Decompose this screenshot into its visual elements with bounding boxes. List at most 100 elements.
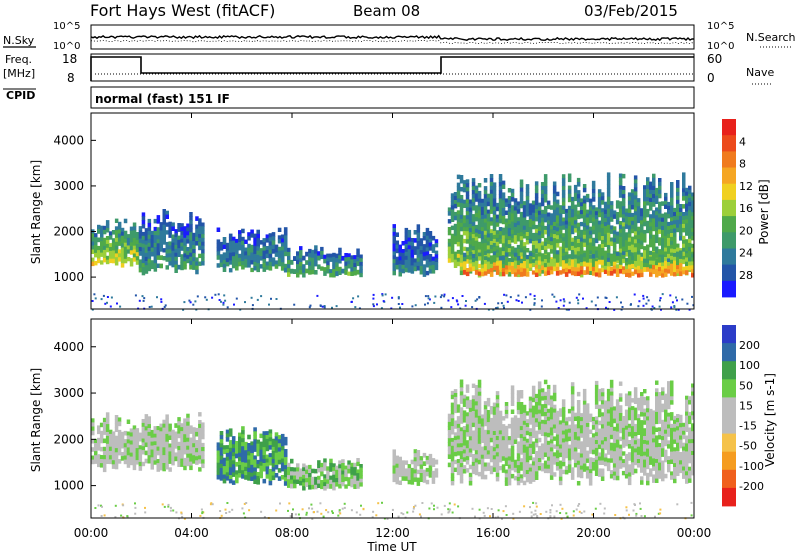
scatter-cell xyxy=(492,238,497,244)
scatter-cell xyxy=(537,393,542,398)
scatter-cell xyxy=(594,432,599,437)
scatter-cell xyxy=(198,420,202,425)
scatter-cell xyxy=(480,422,485,427)
scatter-cell xyxy=(156,215,161,220)
scatter-cell xyxy=(290,467,294,472)
scatter-cell xyxy=(456,238,461,243)
scatter-cell xyxy=(546,452,551,458)
scatter-cell xyxy=(156,231,161,236)
scatter-cell xyxy=(504,473,509,478)
scatter-cell xyxy=(302,467,306,472)
scatter-cell xyxy=(268,429,273,434)
scatter-cell xyxy=(636,397,641,403)
scatter-cell xyxy=(630,462,635,467)
scatter-cell xyxy=(573,271,578,277)
scatter-cell xyxy=(649,181,653,187)
scatter-cell xyxy=(311,269,315,275)
scatter-cell xyxy=(471,194,476,199)
scatter-cell xyxy=(222,478,227,484)
scatter-cell xyxy=(195,236,199,242)
scatter-cell xyxy=(247,263,251,268)
scatter-cell xyxy=(168,443,172,448)
scatter-cell xyxy=(395,459,399,465)
scatter-cell xyxy=(350,482,354,488)
scatter-cell xyxy=(507,244,512,249)
scatter-cell xyxy=(477,206,482,211)
scatter-cell xyxy=(189,461,193,467)
scatter-cell xyxy=(477,415,482,421)
clutter-point xyxy=(440,306,443,309)
scatter-cell xyxy=(238,436,242,442)
scatter-cell xyxy=(117,257,122,262)
scatter-cell xyxy=(271,442,276,448)
scatter-cell xyxy=(477,379,482,385)
scatter-cell xyxy=(265,438,270,444)
scatter-cell xyxy=(498,227,503,232)
scatter-cell xyxy=(537,256,542,262)
scatter-cell xyxy=(177,223,181,228)
scatter-cell xyxy=(416,450,421,455)
scatter-cell xyxy=(474,197,479,202)
scatter-cell xyxy=(513,435,518,440)
scatter-cell xyxy=(320,467,324,472)
scatter-cell xyxy=(537,405,542,410)
scatter-cell xyxy=(459,210,464,216)
scatter-cell xyxy=(474,217,479,222)
scatter-cell xyxy=(235,254,239,259)
scatter-cell xyxy=(120,227,125,233)
scatter-cell xyxy=(664,251,668,256)
scatter-cell xyxy=(201,422,205,427)
scatter-cell xyxy=(549,403,554,408)
power-heatmap xyxy=(91,172,695,311)
scatter-cell xyxy=(153,259,158,264)
clutter-point xyxy=(671,301,674,304)
scatter-cell xyxy=(585,450,590,455)
scatter-cell xyxy=(627,221,632,226)
scatter-cell xyxy=(621,451,626,456)
scatter-cell xyxy=(652,426,656,431)
scatter-cell xyxy=(591,416,596,422)
scatter-cell xyxy=(271,261,276,267)
scatter-cell xyxy=(407,229,412,235)
scatter-cell xyxy=(265,462,270,467)
scatter-cell xyxy=(573,247,578,253)
scatter-cell xyxy=(537,210,542,216)
scatter-cell xyxy=(453,223,458,229)
scatter-cell xyxy=(177,433,181,439)
scatter-cell xyxy=(652,194,656,199)
scatter-cell xyxy=(525,442,530,447)
scatter-cell xyxy=(664,224,668,229)
scatter-cell xyxy=(222,263,227,269)
scatter-cell xyxy=(667,237,671,243)
scatter-cell xyxy=(407,472,412,477)
scatter-cell xyxy=(609,217,614,222)
scatter-cell xyxy=(570,237,575,243)
scatter-cell xyxy=(198,427,202,433)
scatter-cell xyxy=(615,435,620,440)
scatter-cell xyxy=(622,266,626,271)
scatter-cell xyxy=(649,214,653,219)
scatter-cell xyxy=(453,451,458,457)
scatter-cell xyxy=(546,258,551,264)
scatter-cell xyxy=(579,241,584,246)
scatter-cell xyxy=(231,260,236,265)
scatter-cell xyxy=(534,418,539,423)
scatter-cell xyxy=(314,257,318,263)
scatter-cell xyxy=(570,201,575,206)
scatter-cell xyxy=(640,224,644,229)
scatter-cell xyxy=(456,194,461,199)
scatter-cell xyxy=(100,244,104,250)
scatter-cell xyxy=(144,458,149,464)
scatter-cell xyxy=(591,213,596,218)
scatter-cell xyxy=(528,428,533,433)
scatter-cell xyxy=(594,380,599,386)
scatter-cell xyxy=(153,437,157,442)
scatter-cell xyxy=(489,263,494,269)
scatter-cell xyxy=(618,417,623,422)
clutter-point xyxy=(189,301,192,304)
scatter-cell xyxy=(543,460,548,466)
scatter-cell xyxy=(537,409,542,415)
clutter-point xyxy=(577,299,580,302)
scatter-cell xyxy=(407,268,412,273)
scatter-cell xyxy=(159,450,163,455)
